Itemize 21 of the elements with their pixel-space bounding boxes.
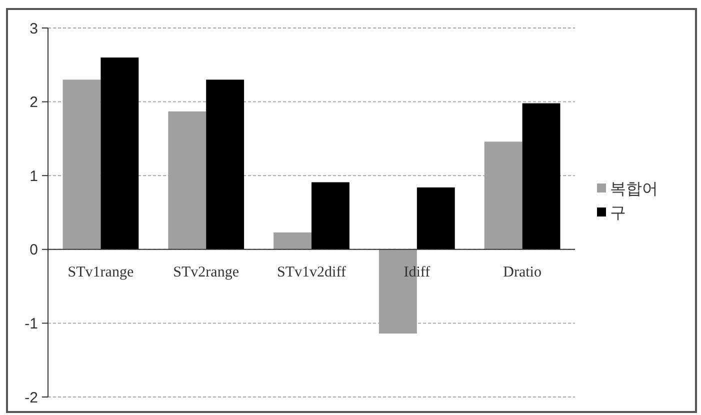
y-tick-label: 0 [30, 242, 38, 259]
bar [100, 58, 139, 250]
bar [522, 103, 560, 250]
legend-label: 구 [610, 203, 626, 222]
x-tick-label: Dratio [503, 264, 542, 280]
bar [206, 80, 244, 250]
bar [416, 187, 455, 250]
x-tick-label: STv2range [173, 264, 240, 280]
legend-label: 복합어 [610, 179, 658, 198]
y-tick-label: 3 [30, 20, 38, 38]
y-tick-label: -1 [24, 315, 38, 332]
x-tick-label: STv1range [68, 264, 134, 280]
bar [312, 182, 350, 250]
y-tick-label: 1 [30, 168, 38, 185]
x-tick-label: STv1v2diff [277, 264, 346, 280]
x-tick-label: Idiff [404, 264, 430, 280]
bar [62, 80, 101, 250]
y-tick-label: -2 [24, 389, 38, 406]
bar [168, 111, 206, 250]
y-tick-label: 2 [30, 94, 38, 112]
bar [274, 232, 312, 250]
